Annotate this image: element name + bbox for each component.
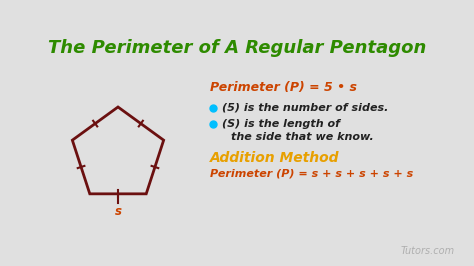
- Text: Perimeter (P) = 5 • s: Perimeter (P) = 5 • s: [210, 81, 357, 94]
- Text: the side that we know.: the side that we know.: [231, 132, 374, 142]
- Text: Perimeter (P) = s + s + s + s + s: Perimeter (P) = s + s + s + s + s: [210, 169, 413, 179]
- Text: The Perimeter of A Regular Pentagon: The Perimeter of A Regular Pentagon: [48, 39, 426, 57]
- Text: Addition Method: Addition Method: [210, 151, 339, 165]
- Text: (5) is the number of sides.: (5) is the number of sides.: [222, 103, 388, 113]
- Text: Tutors.com: Tutors.com: [401, 246, 455, 256]
- Text: s: s: [115, 205, 121, 218]
- Text: (S) is the length of: (S) is the length of: [222, 119, 340, 129]
